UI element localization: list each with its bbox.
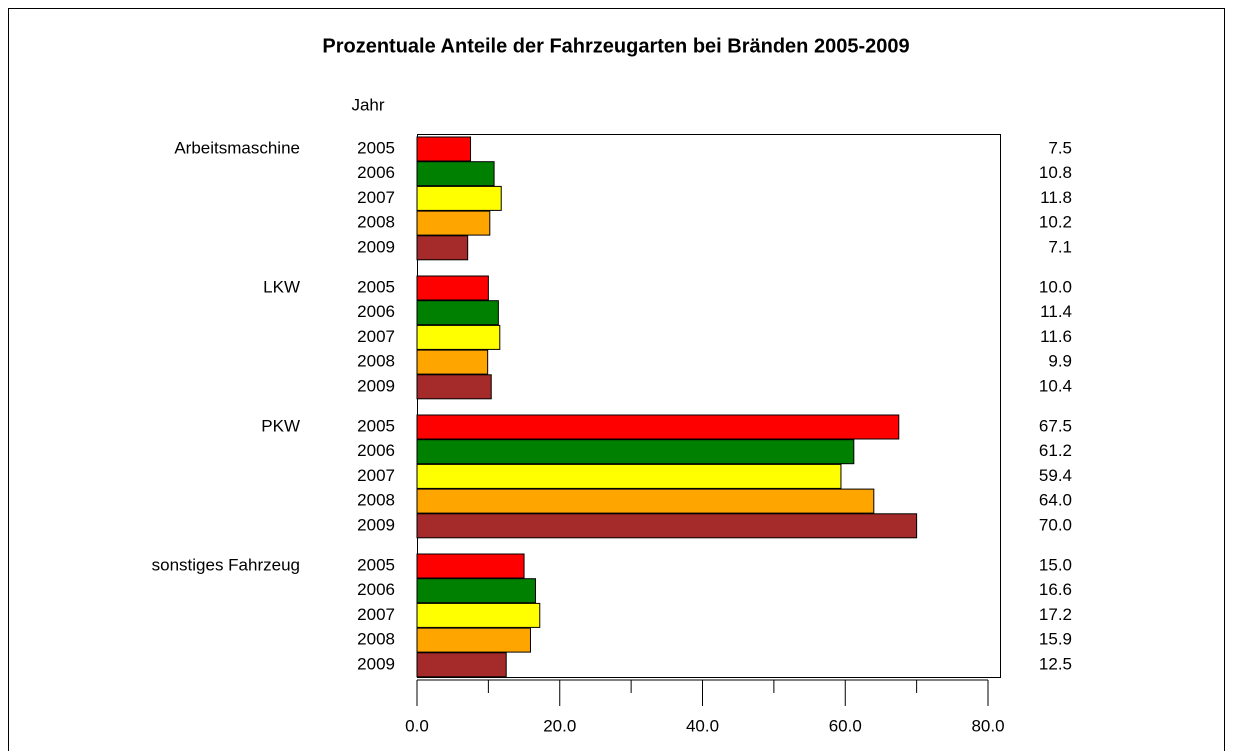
value-label: 10.2: [1039, 213, 1072, 232]
bar: [416, 578, 536, 604]
value-label: 59.4: [1039, 466, 1072, 485]
year-label: 2008: [357, 491, 395, 510]
value-label: 15.0: [1039, 555, 1072, 574]
bar: [416, 553, 525, 579]
bar: [416, 439, 855, 465]
year-label: 2006: [357, 441, 395, 460]
year-label: 2007: [357, 605, 395, 624]
x-tick-label: 0.0: [405, 716, 429, 735]
bar: [416, 374, 492, 400]
year-label: 2005: [357, 138, 395, 157]
y-axis-label: Jahr: [351, 95, 384, 114]
x-tick-label: 80.0: [971, 716, 1004, 735]
value-label: 10.0: [1039, 277, 1072, 296]
category-label: PKW: [261, 416, 300, 435]
year-label: 2009: [357, 515, 395, 534]
bar: [416, 627, 531, 653]
value-label: 64.0: [1039, 491, 1072, 510]
value-label: 15.9: [1039, 630, 1072, 649]
value-label: 17.2: [1039, 605, 1072, 624]
bar: [416, 185, 502, 211]
value-label: 11.8: [1040, 188, 1072, 207]
year-label: 2007: [357, 466, 395, 485]
category-label: Arbeitsmaschine: [174, 138, 300, 157]
year-label: 2008: [357, 630, 395, 649]
value-label: 11.6: [1040, 327, 1072, 346]
plot-frame: [417, 134, 1001, 678]
year-label: 2009: [357, 654, 395, 673]
year-label: 2006: [357, 580, 395, 599]
bar: [416, 275, 489, 301]
bar: [416, 463, 842, 489]
value-label: 61.2: [1039, 441, 1072, 460]
value-label: 11.4: [1040, 302, 1072, 321]
year-label: 2009: [357, 376, 395, 395]
year-label: 2008: [357, 213, 395, 232]
outer-frame: [8, 8, 1225, 751]
year-label: 2005: [357, 416, 395, 435]
value-label: 7.1: [1048, 237, 1072, 256]
bar: [416, 210, 491, 236]
bar: [416, 300, 499, 326]
value-label: 67.5: [1039, 416, 1072, 435]
x-tick-label: 40.0: [686, 716, 719, 735]
bar: [416, 324, 501, 350]
value-label: 10.4: [1039, 376, 1072, 395]
year-label: 2009: [357, 237, 395, 256]
year-label: 2006: [357, 163, 395, 182]
chart-title: Prozentuale Anteile der Fahrzeugarten be…: [322, 35, 909, 57]
bar: [416, 349, 489, 375]
year-label: 2007: [357, 327, 395, 346]
bar: [416, 161, 495, 187]
bar: [416, 488, 875, 514]
bar: [416, 652, 507, 678]
value-label: 10.8: [1039, 163, 1072, 182]
value-label: 9.9: [1048, 352, 1072, 371]
bar: [416, 513, 918, 539]
year-label: 2006: [357, 302, 395, 321]
category-label: LKW: [263, 277, 300, 296]
year-label: 2005: [357, 555, 395, 574]
value-label: 12.5: [1039, 654, 1072, 673]
year-label: 2005: [357, 277, 395, 296]
year-label: 2007: [357, 188, 395, 207]
value-label: 16.6: [1039, 580, 1072, 599]
category-label: sonstiges Fahrzeug: [152, 555, 300, 574]
x-tick-label: 20.0: [543, 716, 576, 735]
bar: [416, 602, 541, 628]
year-label: 2008: [357, 352, 395, 371]
bar: [416, 414, 900, 440]
x-tick-label: 60.0: [829, 716, 862, 735]
value-label: 7.5: [1048, 138, 1072, 157]
bar: [416, 136, 472, 162]
value-label: 70.0: [1039, 515, 1072, 534]
bar: [416, 235, 469, 261]
